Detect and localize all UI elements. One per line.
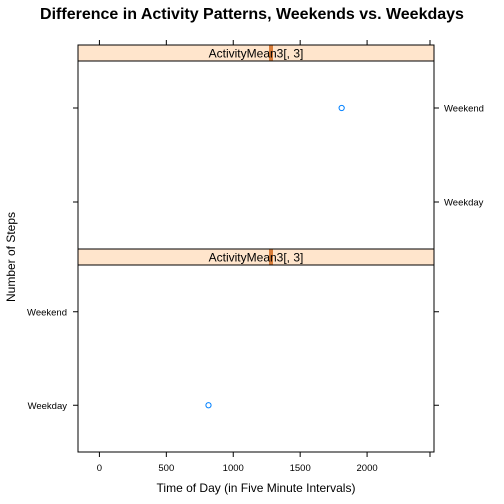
y-tick-label: Weekday bbox=[28, 401, 68, 412]
x-tick-label: 500 bbox=[158, 463, 174, 474]
x-axis-label: Time of Day (in Five Minute Intervals) bbox=[157, 481, 356, 495]
data-point bbox=[205, 402, 212, 409]
strip-label: ActivityMean3[, 3] bbox=[209, 251, 304, 265]
data-point bbox=[338, 104, 345, 112]
panel-strip bbox=[77, 44, 435, 62]
strip-level-marker bbox=[269, 249, 273, 265]
panel-strip bbox=[77, 248, 435, 266]
x-tick-label: 1000 bbox=[223, 463, 244, 474]
strip-label: ActivityMean3[, 3] bbox=[209, 47, 304, 61]
y-axis-label: Number of Steps bbox=[4, 212, 18, 302]
strip-level-marker bbox=[269, 45, 273, 61]
x-tick-label: 2000 bbox=[357, 463, 378, 474]
panel-frame bbox=[77, 60, 435, 250]
y-tick-label: Weekend bbox=[444, 104, 484, 115]
panel-frame bbox=[77, 264, 435, 453]
y-tick-label: Weekday bbox=[444, 198, 484, 209]
y-tick-label: Weekend bbox=[27, 307, 67, 318]
x-tick-label: 0 bbox=[97, 463, 102, 474]
chart-title: Difference in Activity Patterns, Weekend… bbox=[40, 6, 464, 23]
x-tick-label: 1500 bbox=[290, 463, 311, 474]
panels-layer: ActivityMean3[, 3] Weekday Weekend Activity… bbox=[27, 40, 484, 474]
